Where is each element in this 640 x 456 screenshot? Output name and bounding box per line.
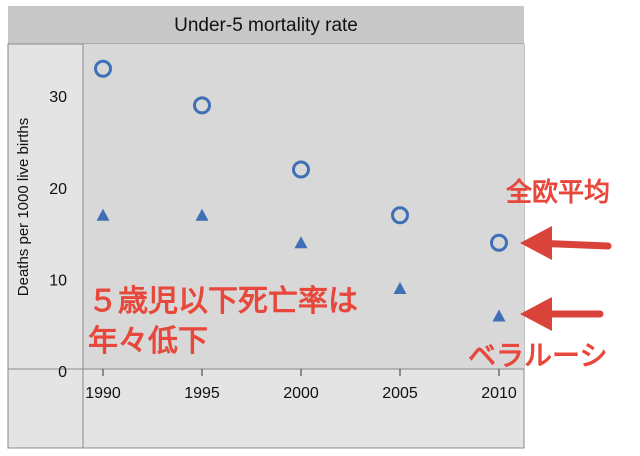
trend-note-line-2: 年々低下: [88, 324, 208, 359]
belarus-arrow: [520, 297, 604, 331]
annotation-arrows: [520, 226, 612, 331]
y-tick-label-3: 30: [49, 89, 67, 106]
belarus-label: ベラルーシ: [468, 339, 608, 372]
belarus-point-2010: [492, 309, 506, 322]
trend-note-line-1: ５歳児以下死亡率は: [88, 284, 358, 319]
belarus-point-1995: [195, 208, 209, 221]
x-tick-label-1: 1995: [184, 385, 220, 402]
europe-average-arrow: [520, 226, 612, 260]
x-tick-label-0: 1990: [85, 385, 121, 402]
y-axis-label: Deaths per 1000 live births: [15, 118, 32, 296]
europe-average-point-2000: [292, 160, 310, 179]
data-points: [94, 59, 508, 322]
europe-average-point-2010: [490, 233, 508, 252]
belarus-point-1990: [96, 208, 110, 221]
y-tick-label-1: 10: [49, 272, 67, 289]
europe-average-point-1995: [193, 96, 211, 115]
y-tick-label-0: 0: [58, 364, 67, 381]
chart-title: Under-5 mortality rate: [174, 15, 358, 36]
x-axis-ticks: 1990 1995 2000 2005 2010: [85, 369, 517, 402]
y-axis-ticks: 0 10 20 30: [49, 89, 67, 381]
plot-area: [83, 44, 524, 369]
europe-average-label: 全欧平均: [506, 178, 611, 208]
belarus-point-2005: [393, 282, 407, 295]
x-tick-label-4: 2010: [481, 385, 517, 402]
belarus-point-2000: [294, 236, 308, 249]
x-tick-label-3: 2005: [382, 385, 418, 402]
europe-average-point-2005: [391, 206, 409, 225]
trend-note: ５歳児以下死亡率は 年々低下: [88, 282, 358, 362]
title-bar: [8, 6, 524, 44]
europe-average-point-1990: [94, 59, 112, 78]
y-tick-label-2: 20: [49, 181, 67, 198]
x-tick-label-2: 2000: [283, 385, 319, 402]
